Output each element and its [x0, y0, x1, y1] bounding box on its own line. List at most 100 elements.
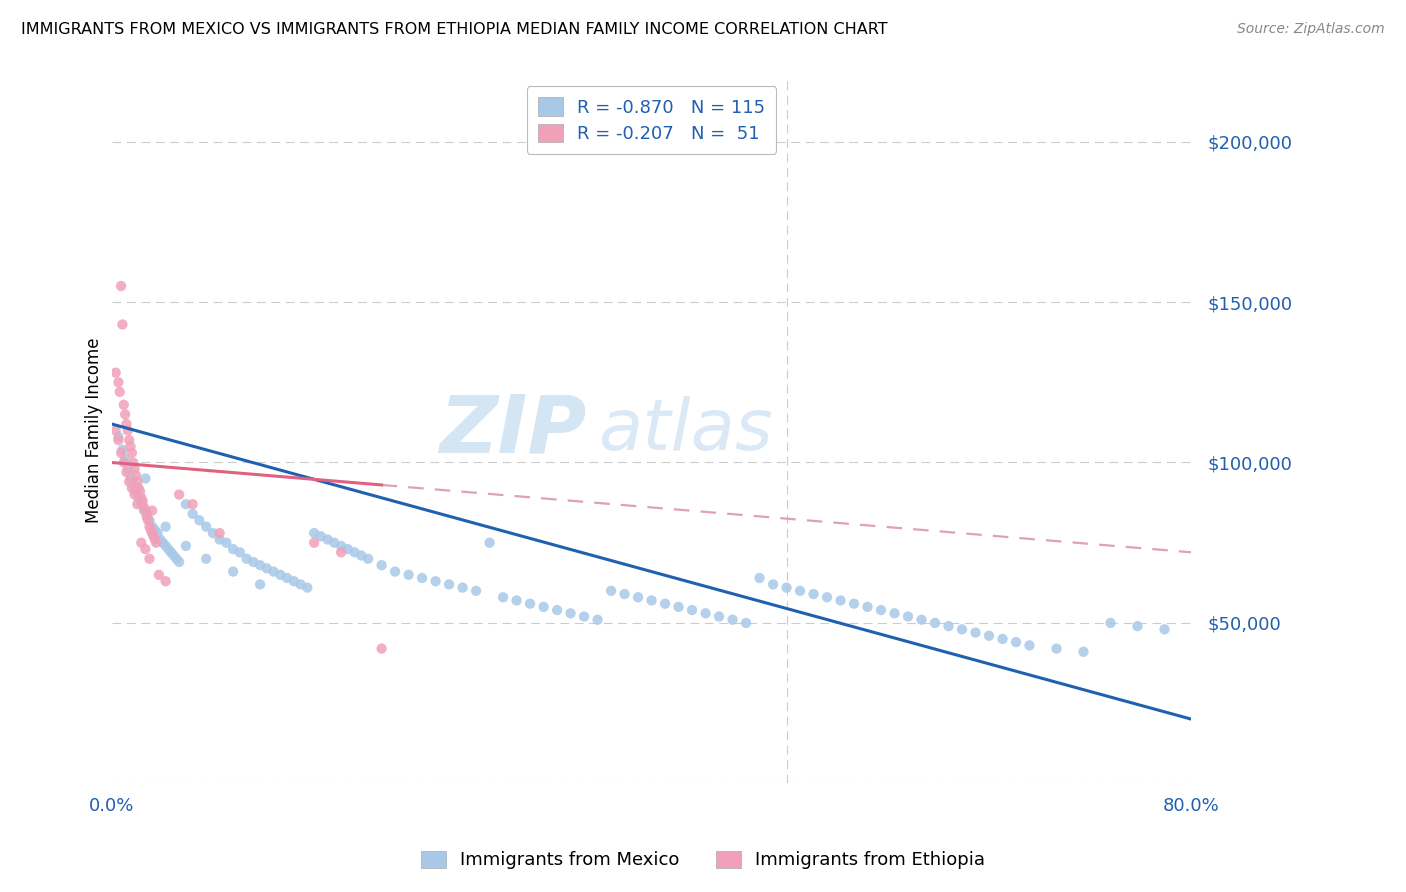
Point	[167, 487, 190, 501]
Point	[131, 494, 153, 508]
Point	[350, 549, 373, 563]
Point	[141, 526, 163, 541]
Point	[138, 551, 160, 566]
Point	[131, 491, 153, 505]
Point	[977, 629, 1000, 643]
Point	[107, 376, 129, 390]
Point	[323, 535, 346, 549]
Point	[148, 567, 170, 582]
Point	[141, 503, 163, 517]
Point	[950, 623, 973, 637]
Point	[124, 462, 146, 476]
Point	[451, 581, 474, 595]
Point	[1005, 635, 1028, 649]
Point	[519, 597, 541, 611]
Point	[572, 609, 595, 624]
Point	[815, 591, 838, 605]
Point	[129, 484, 152, 499]
Point	[465, 583, 488, 598]
Point	[1153, 623, 1175, 637]
Point	[249, 558, 271, 573]
Point	[735, 615, 758, 630]
Point	[357, 551, 380, 566]
Point	[208, 526, 231, 541]
Point	[229, 545, 252, 559]
Point	[897, 609, 920, 624]
Point	[425, 574, 447, 589]
Point	[118, 433, 141, 447]
Point	[110, 446, 132, 460]
Point	[174, 539, 197, 553]
Point	[122, 478, 145, 492]
Point	[135, 507, 157, 521]
Text: atlas: atlas	[598, 396, 772, 465]
Point	[546, 603, 568, 617]
Point	[668, 599, 690, 614]
Point	[640, 593, 662, 607]
Point	[138, 513, 160, 527]
Point	[160, 545, 183, 559]
Point	[775, 581, 797, 595]
Point	[249, 577, 271, 591]
Point	[122, 455, 145, 469]
Point	[163, 549, 186, 563]
Point	[181, 497, 204, 511]
Point	[152, 535, 174, 549]
Point	[478, 535, 501, 549]
Point	[492, 591, 515, 605]
Point	[108, 384, 131, 399]
Point	[165, 551, 187, 566]
Point	[167, 555, 190, 569]
Point	[883, 607, 905, 621]
Point	[115, 417, 138, 431]
Point	[870, 603, 893, 617]
Text: Source: ZipAtlas.com: Source: ZipAtlas.com	[1237, 22, 1385, 37]
Point	[505, 593, 527, 607]
Point	[302, 535, 325, 549]
Point	[330, 545, 353, 559]
Point	[1099, 615, 1122, 630]
Legend: R = -0.870   N = 115, R = -0.207   N =  51: R = -0.870 N = 115, R = -0.207 N = 51	[527, 87, 776, 154]
Point	[830, 593, 852, 607]
Point	[139, 523, 162, 537]
Point	[789, 583, 811, 598]
Point	[131, 535, 153, 549]
Point	[1045, 641, 1067, 656]
Point	[131, 497, 153, 511]
Point	[316, 533, 339, 547]
Point	[181, 507, 204, 521]
Point	[120, 440, 142, 454]
Point	[222, 542, 245, 557]
Point	[174, 497, 197, 511]
Point	[411, 571, 433, 585]
Point	[1018, 639, 1040, 653]
Point	[114, 408, 136, 422]
Point	[1126, 619, 1149, 633]
Point	[276, 571, 298, 585]
Point	[910, 613, 932, 627]
Point	[681, 603, 703, 617]
Point	[336, 542, 359, 557]
Point	[215, 535, 238, 549]
Point	[134, 503, 156, 517]
Point	[111, 318, 134, 332]
Point	[138, 519, 160, 533]
Point	[856, 599, 879, 614]
Point	[208, 533, 231, 547]
Point	[748, 571, 770, 585]
Point	[991, 632, 1014, 646]
Point	[120, 471, 142, 485]
Point	[762, 577, 785, 591]
Point	[235, 551, 257, 566]
Point	[384, 565, 406, 579]
Point	[111, 442, 134, 457]
Point	[141, 519, 163, 533]
Point	[149, 533, 172, 547]
Point	[195, 519, 218, 533]
Point	[132, 500, 155, 515]
Point	[107, 433, 129, 447]
Point	[104, 424, 127, 438]
Point	[155, 539, 177, 553]
Point	[145, 535, 167, 549]
Point	[330, 539, 353, 553]
